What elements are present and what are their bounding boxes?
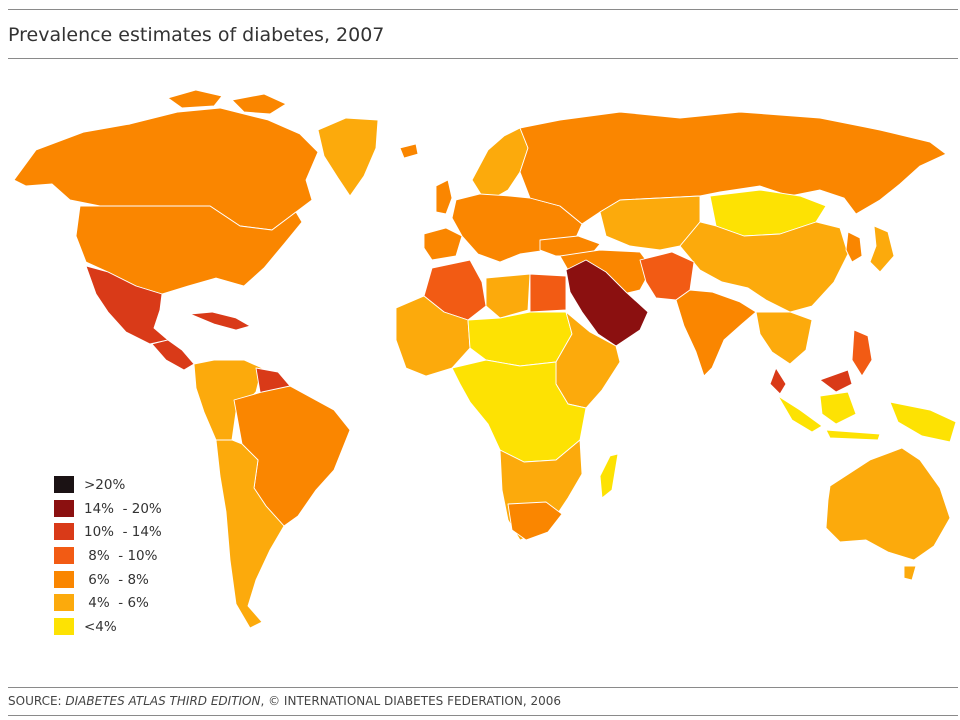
region-madagascar [599, 453, 619, 499]
legend-label: 4% - 6% [84, 595, 149, 612]
region-west-africa [485, 273, 531, 319]
region-india [675, 289, 757, 377]
region-china [679, 221, 849, 313]
region-philippines [851, 329, 873, 377]
region-iberia [423, 227, 463, 261]
region-japan [869, 225, 895, 273]
region-indonesia [819, 391, 857, 425]
region-korea [845, 231, 863, 263]
region-southeast-asia [755, 311, 813, 365]
region-arabian-peninsula [565, 259, 649, 347]
region-southern-cone [215, 439, 285, 629]
region-canada [167, 89, 223, 109]
region-indonesia [825, 429, 881, 441]
region-russia [519, 111, 947, 225]
legend-label: <4% [84, 619, 117, 636]
legend-label: 8% - 10% [84, 548, 158, 565]
region-canada [231, 93, 287, 115]
region-sahel [467, 311, 573, 367]
source-credit: SOURCE: DIABETES ATLAS THIRD EDITION, © … [8, 694, 561, 708]
legend-swatch [54, 476, 74, 493]
region-australia [903, 565, 917, 581]
region-greenland [317, 117, 379, 197]
region-egypt [529, 273, 567, 313]
source-suffix: , © INTERNATIONAL DIABETES FEDERATION, 2… [260, 694, 561, 708]
top-rule [8, 9, 958, 10]
region-malaysia [769, 367, 787, 395]
region-europe [435, 179, 453, 215]
source-prefix: SOURCE: [8, 694, 66, 708]
legend-swatch [54, 570, 74, 588]
legend-label: >20% [84, 477, 126, 493]
region-scandinavia [471, 127, 529, 199]
region-caribbean [189, 311, 251, 331]
legend-swatch [54, 547, 74, 565]
legend-swatch [54, 594, 74, 612]
legend-swatch [54, 523, 74, 541]
source-publication: DIABETES ATLAS THIRD EDITION [65, 694, 261, 708]
region-indonesia [889, 401, 957, 443]
region-malaysia [819, 369, 853, 393]
world-map [13, 89, 957, 629]
source-rule-top [8, 687, 958, 688]
region-canada [13, 107, 319, 231]
legend-label: 14% - 20% [84, 500, 162, 517]
title-rule [8, 58, 958, 59]
page-title: Prevalence estimates of diabetes, 2007 [8, 24, 385, 46]
legend-swatch [54, 618, 74, 636]
legend-label: 6% - 8% [84, 571, 149, 588]
region-indonesia [777, 395, 823, 433]
region-west-africa [395, 295, 471, 377]
region-south-africa [507, 501, 563, 541]
legend-label: 10% - 14% [84, 524, 162, 541]
legend-swatch [54, 499, 74, 517]
region-united-states [75, 205, 303, 295]
region-central-america [151, 339, 195, 371]
region-australia [825, 447, 951, 561]
source-rule-bottom [8, 715, 958, 716]
region-mexico [85, 265, 169, 345]
region-europe [399, 143, 419, 159]
